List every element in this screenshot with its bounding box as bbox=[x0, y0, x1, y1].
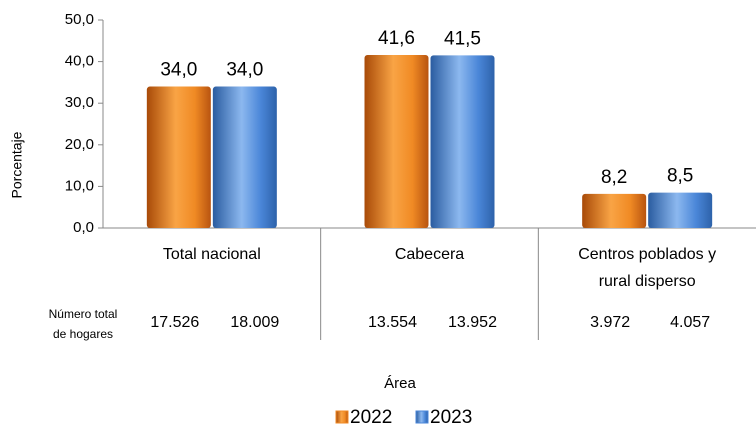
legend-swatch bbox=[415, 410, 429, 424]
bar bbox=[582, 193, 647, 228]
x-tick-label-box: Cabecera bbox=[394, 246, 465, 263]
household-count: 4.057 bbox=[670, 314, 710, 331]
x-tick-label: Cabecera bbox=[394, 246, 465, 263]
household-count: 17.526 bbox=[150, 314, 199, 331]
bar bbox=[146, 86, 211, 228]
y-tick-label: 0,0 bbox=[73, 219, 94, 236]
y-tick-label: 20,0 bbox=[65, 136, 94, 153]
x-axis-title: Área bbox=[384, 375, 416, 392]
y-tick-label: 10,0 bbox=[65, 177, 94, 194]
bar bbox=[364, 54, 429, 228]
legend-label: 2023 bbox=[430, 407, 472, 428]
household-count: 18.009 bbox=[230, 314, 279, 331]
value-label: 8,2 bbox=[601, 167, 627, 188]
value-label: 34,0 bbox=[226, 60, 263, 81]
value-label: 41,5 bbox=[444, 28, 481, 49]
x-tick-label-box: Total nacional bbox=[162, 246, 261, 263]
legend-swatch bbox=[335, 410, 349, 424]
bar bbox=[212, 86, 277, 228]
x-tick-label: Centros poblados y rural disperso bbox=[578, 246, 717, 290]
household-row-label: Número total de hogares bbox=[48, 307, 118, 341]
household-row-label-box: Número total de hogares bbox=[48, 307, 118, 341]
household-count: 13.952 bbox=[448, 314, 497, 331]
y-tick-label: 50,0 bbox=[65, 11, 94, 28]
bar bbox=[648, 192, 713, 228]
value-label: 41,6 bbox=[378, 28, 415, 49]
y-axis-title: Porcentaje bbox=[9, 131, 25, 198]
household-count: 3.972 bbox=[590, 314, 630, 331]
x-tick-label-box: Centros poblados y rural disperso bbox=[578, 246, 717, 290]
legend-label: 2022 bbox=[350, 407, 392, 428]
bar bbox=[430, 55, 495, 228]
y-tick-label: 30,0 bbox=[65, 94, 94, 111]
value-label: 8,5 bbox=[667, 166, 693, 187]
household-count: 13.554 bbox=[368, 314, 417, 331]
value-label: 34,0 bbox=[160, 60, 197, 81]
x-tick-label: Total nacional bbox=[162, 246, 261, 263]
y-tick-label: 40,0 bbox=[65, 53, 94, 70]
